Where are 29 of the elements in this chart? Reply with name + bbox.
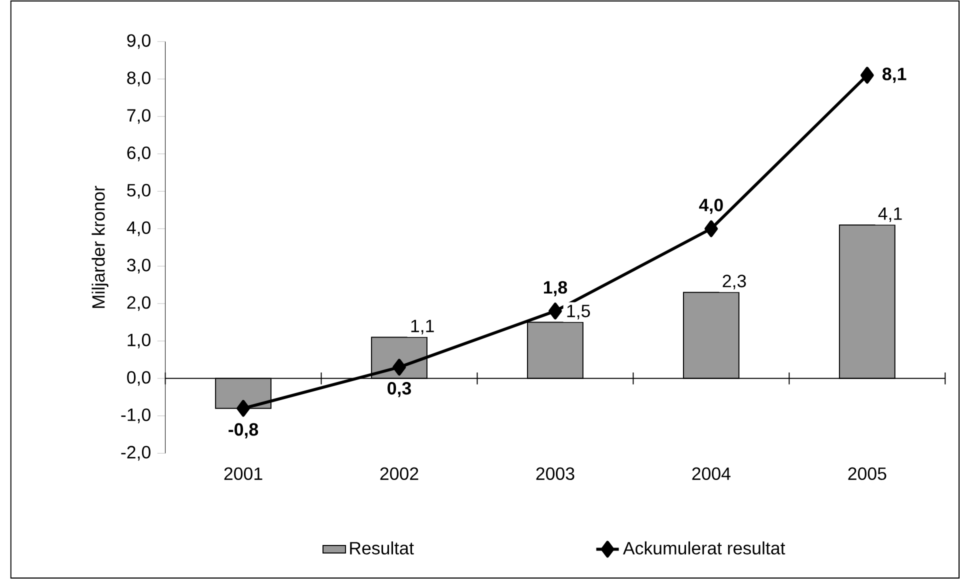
- y-tick-label: 6,0: [127, 146, 150, 162]
- data-label: -0,8: [228, 423, 258, 438]
- x-tick-label: 2002: [380, 467, 418, 480]
- y-tick-label: 2,0: [127, 296, 150, 311]
- y-tick-label: 0,0: [127, 371, 150, 386]
- data-label: 4,1: [878, 208, 902, 222]
- data-label: 0,3: [388, 382, 411, 398]
- y-tick-label: 1,0: [128, 334, 150, 348]
- data-label: 1,5: [567, 304, 590, 320]
- x-tick-label: 2001: [224, 467, 262, 480]
- x-tick-label: 2003: [536, 467, 574, 480]
- y-axis-title: Miljarder kronor: [92, 186, 108, 308]
- data-label: 2,3: [722, 274, 746, 290]
- y-tick-label: 9,0: [127, 34, 150, 49]
- data-label: 1,1: [411, 320, 434, 334]
- y-tick-label: -2,0: [121, 446, 150, 461]
- data-label: 8,1: [882, 68, 906, 83]
- y-tick-label: -1,0: [121, 408, 150, 424]
- y-tick-label: 8,0: [127, 72, 150, 86]
- data-label: 1,8: [544, 281, 568, 296]
- legend-label: Ackumulerat resultat: [622, 541, 786, 555]
- legend-label: Resultat: [350, 541, 414, 555]
- data-label: 4,0: [699, 198, 723, 214]
- y-tick-label: 4,0: [126, 221, 150, 236]
- y-tick-label: 3,0: [127, 258, 150, 274]
- y-tick-label: 7,0: [127, 109, 150, 124]
- x-tick-label: 2005: [848, 467, 886, 480]
- x-tick-label: 2004: [692, 467, 730, 480]
- y-tick-label: 5,0: [127, 184, 150, 199]
